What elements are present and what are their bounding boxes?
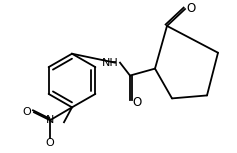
Text: O: O: [46, 138, 54, 148]
Text: N: N: [46, 115, 54, 125]
Text: O: O: [23, 107, 31, 117]
Text: NH: NH: [102, 58, 118, 68]
Text: O: O: [132, 96, 142, 109]
Text: O: O: [186, 2, 196, 15]
